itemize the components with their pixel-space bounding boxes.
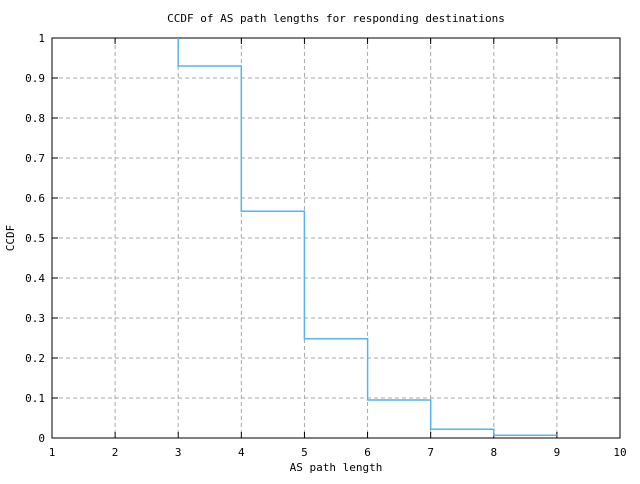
y-tick-label: 0.4: [25, 272, 45, 285]
y-tick-label: 0.8: [25, 112, 45, 125]
gridlines: [52, 38, 620, 438]
y-tick-label: 0.7: [25, 152, 45, 165]
y-tick-label: 0.9: [25, 72, 45, 85]
x-tick-label: 8: [490, 446, 497, 459]
y-tick-label: 0.1: [25, 392, 45, 405]
plot-border: [51, 37, 621, 439]
x-tick-label: 2: [112, 446, 119, 459]
y-axis-label: CCDF: [4, 225, 17, 252]
x-tick-label: 1: [49, 446, 56, 459]
x-tick-label: 4: [238, 446, 245, 459]
y-tick-label: 0.6: [25, 192, 45, 205]
y-tick-label: 0.5: [25, 232, 45, 245]
x-axis-label: AS path length: [290, 461, 383, 474]
x-tick-label: 9: [554, 446, 561, 459]
y-tick-label: 0.2: [25, 352, 45, 365]
x-tick-label: 6: [364, 446, 371, 459]
x-tick-label: 5: [301, 446, 308, 459]
y-tick-label: 1: [38, 32, 45, 45]
tick-labels: 1 2 3 4 5 6 7 8 9 10 0 0.1 0.2 0.3 0.4 0.5 0.6 0.7 0.8 0.9 1: [25, 32, 627, 459]
y-tick-label: 0: [38, 432, 45, 445]
y-tick-label: 0.3: [25, 312, 45, 325]
ccdf-step-line: [177, 38, 557, 436]
x-tick-label: 10: [613, 446, 626, 459]
chart-title: CCDF of AS path lengths for responding d…: [167, 12, 505, 25]
x-tick-label: 7: [427, 446, 434, 459]
x-tick-label: 3: [175, 446, 182, 459]
